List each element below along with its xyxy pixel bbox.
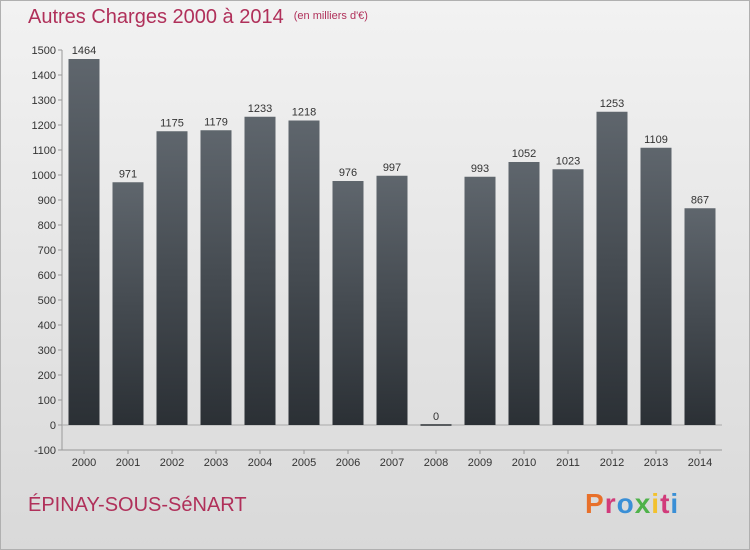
- bar: [640, 147, 672, 425]
- y-tick-label: -100: [34, 445, 56, 457]
- x-tick-label: 2005: [292, 457, 316, 469]
- bar: [156, 131, 188, 425]
- bar: [376, 175, 408, 425]
- x-tick-label: 2006: [336, 457, 360, 469]
- x-tick-label: 2000: [72, 457, 96, 469]
- data-label: 976: [339, 167, 357, 179]
- bar: [288, 120, 320, 425]
- data-label: 1464: [72, 45, 96, 57]
- y-tick-label: 400: [38, 320, 56, 332]
- bar: [684, 208, 716, 425]
- data-label: 1253: [600, 98, 624, 110]
- data-label: 1233: [248, 103, 272, 115]
- bar: [596, 111, 628, 425]
- x-tick-label: 2012: [600, 457, 624, 469]
- y-tick-label: 1400: [32, 70, 56, 82]
- brand-letter: o: [616, 488, 635, 519]
- bar: [332, 181, 364, 425]
- y-tick-label: 1000: [32, 170, 56, 182]
- bar: [244, 116, 276, 425]
- x-tick-label: 2014: [688, 457, 712, 469]
- y-tick-label: 900: [38, 195, 56, 207]
- y-tick-label: 1200: [32, 120, 56, 132]
- brand-letter: t: [660, 488, 671, 519]
- y-tick-label: 200: [38, 370, 56, 382]
- y-tick-label: 500: [38, 295, 56, 307]
- brand-logo: Proxiti: [585, 488, 679, 520]
- data-label: 993: [471, 163, 489, 175]
- brand-letter: x: [634, 488, 652, 519]
- data-label: 867: [691, 194, 709, 206]
- chart-title: Autres Charges 2000 à 2014 (en milliers d…: [28, 6, 368, 29]
- x-tick-label: 2009: [468, 457, 492, 469]
- data-label: 1218: [292, 107, 316, 119]
- x-tick-label: 2010: [512, 457, 536, 469]
- data-label: 997: [383, 162, 401, 174]
- y-tick-label: 600: [38, 270, 56, 282]
- y-tick-label: 1500: [32, 45, 56, 57]
- x-tick-label: 2007: [380, 457, 404, 469]
- y-tick-label: 100: [38, 395, 56, 407]
- brand-letter: i: [651, 488, 661, 519]
- bar: [552, 169, 584, 425]
- brand-letter: i: [670, 488, 680, 519]
- x-tick-label: 2011: [556, 457, 580, 469]
- bar: [508, 162, 540, 425]
- data-label: 1052: [512, 148, 536, 160]
- brand-letter: r: [604, 488, 617, 519]
- x-tick-label: 2002: [160, 457, 184, 469]
- y-tick-label: 300: [38, 345, 56, 357]
- y-tick-label: 0: [50, 420, 56, 432]
- x-tick-label: 2001: [116, 457, 140, 469]
- x-tick-label: 2013: [644, 457, 668, 469]
- y-tick-label: 1300: [32, 95, 56, 107]
- data-label: 1109: [644, 134, 668, 146]
- y-tick-label: 1100: [32, 145, 56, 157]
- bar: [200, 130, 232, 425]
- data-label: 971: [119, 168, 137, 180]
- x-tick-label: 2004: [248, 457, 272, 469]
- data-label: 1175: [160, 117, 184, 129]
- place-name: ÉPINAY-SOUS-SéNART: [28, 494, 247, 516]
- y-tick-label: 800: [38, 220, 56, 232]
- bar: [112, 182, 144, 425]
- x-tick-label: 2003: [204, 457, 228, 469]
- bar: [464, 176, 496, 425]
- chart-title-text: Autres Charges 2000 à 2014: [28, 6, 284, 28]
- brand-letter: P: [585, 488, 605, 519]
- chart-units: (en milliers d'€): [293, 10, 368, 22]
- bar: [68, 59, 100, 425]
- y-tick-label: 700: [38, 245, 56, 257]
- x-tick-label: 2008: [424, 457, 448, 469]
- data-label: 1179: [204, 116, 228, 128]
- data-label: 0: [433, 411, 439, 423]
- data-label: 1023: [556, 155, 580, 167]
